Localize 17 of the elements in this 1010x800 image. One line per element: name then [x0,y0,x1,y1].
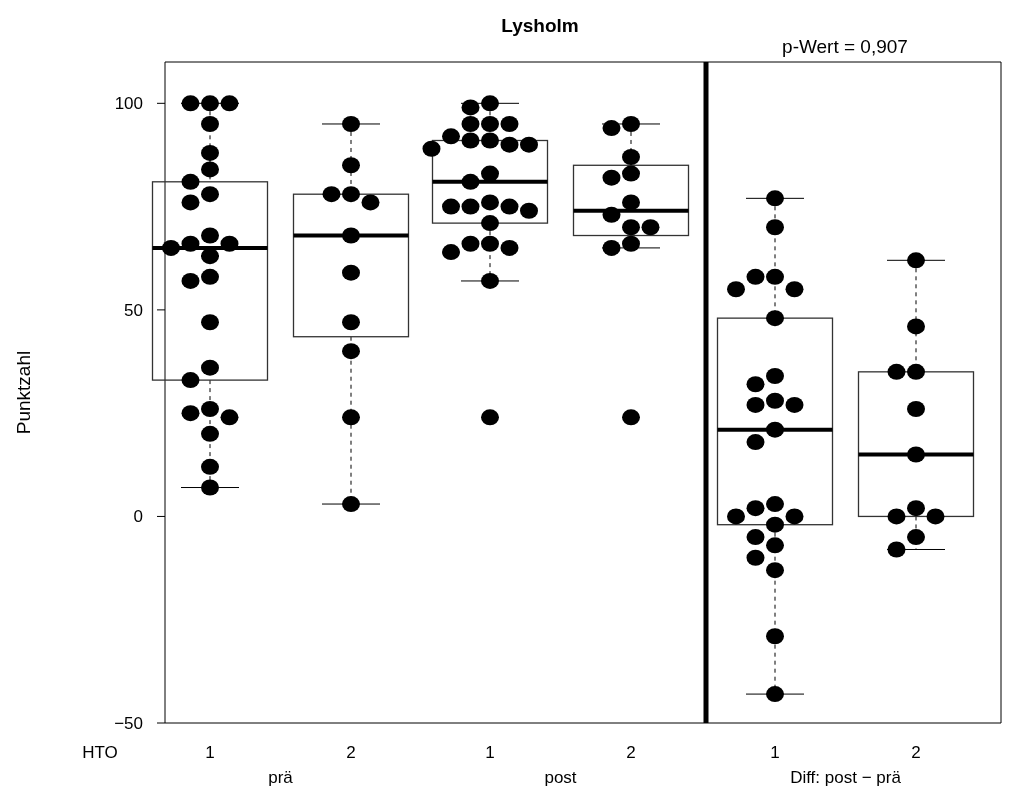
x-tick-label: 2 [626,743,636,762]
x-tick-label: 1 [770,743,780,762]
x-tick-label: 2 [346,743,356,762]
x-tick-label: 2 [911,743,921,762]
y-axis-title: Punktzahl [13,350,34,435]
y-tick-label: 0 [133,507,143,527]
x-axis-title: prä [268,768,294,787]
chart-title: Lysholm [501,15,579,36]
y-tick-label: 50 [124,300,143,320]
text: p-Wert = 0,907 [782,36,908,57]
y-tick-label: 100 [114,94,143,114]
x-axis-title: Diff: post − prä [790,768,902,787]
text: HTO [82,743,118,762]
x-axis-title: post [544,768,577,787]
y-tick-label: −50 [114,714,143,733]
x-tick-label: 1 [485,743,495,762]
x-tick-label: 1 [205,743,215,762]
